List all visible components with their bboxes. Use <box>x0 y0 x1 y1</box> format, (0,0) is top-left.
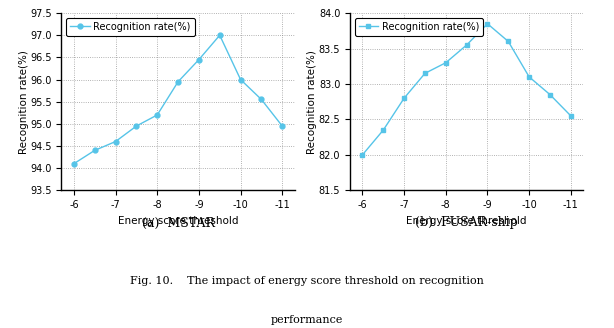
Y-axis label: Recognition rate(%): Recognition rate(%) <box>307 50 317 154</box>
Text: (a)  MSTAR: (a) MSTAR <box>142 216 214 230</box>
Y-axis label: Recognition rate(%): Recognition rate(%) <box>18 50 29 154</box>
Recognition rate(%) <box>463 43 470 47</box>
Text: Fig. 10.    The impact of energy score threshold on recognition: Fig. 10. The impact of energy score thre… <box>130 276 484 285</box>
Recognition rate(%) <box>279 124 286 128</box>
Recognition rate(%) <box>484 22 491 26</box>
Recognition rate(%) <box>526 75 533 79</box>
Recognition rate(%) <box>400 96 408 100</box>
Legend: Recognition rate(%): Recognition rate(%) <box>66 18 195 36</box>
Recognition rate(%) <box>442 61 449 65</box>
Recognition rate(%) <box>216 33 223 37</box>
Recognition rate(%) <box>70 162 77 166</box>
Recognition rate(%) <box>91 148 98 152</box>
Recognition rate(%) <box>505 39 512 43</box>
Recognition rate(%) <box>359 153 366 157</box>
Recognition rate(%) <box>421 72 429 75</box>
X-axis label: Energy score threshold: Energy score threshold <box>118 215 238 226</box>
Recognition rate(%) <box>133 124 140 128</box>
Recognition rate(%) <box>379 128 387 132</box>
Line: Recognition rate(%): Recognition rate(%) <box>360 21 573 157</box>
Recognition rate(%) <box>567 114 575 118</box>
Recognition rate(%) <box>195 58 203 62</box>
Legend: Recognition rate(%): Recognition rate(%) <box>355 18 483 36</box>
Recognition rate(%) <box>237 77 244 81</box>
X-axis label: Energy score threshold: Energy score threshold <box>406 215 527 226</box>
Text: (b)  FUSAR-ship: (b) FUSAR-ship <box>415 216 518 230</box>
Text: performance: performance <box>271 315 343 325</box>
Recognition rate(%) <box>174 80 182 84</box>
Line: Recognition rate(%): Recognition rate(%) <box>71 33 285 166</box>
Recognition rate(%) <box>546 92 554 96</box>
Recognition rate(%) <box>154 113 161 117</box>
Recognition rate(%) <box>112 140 119 144</box>
Recognition rate(%) <box>258 97 265 101</box>
